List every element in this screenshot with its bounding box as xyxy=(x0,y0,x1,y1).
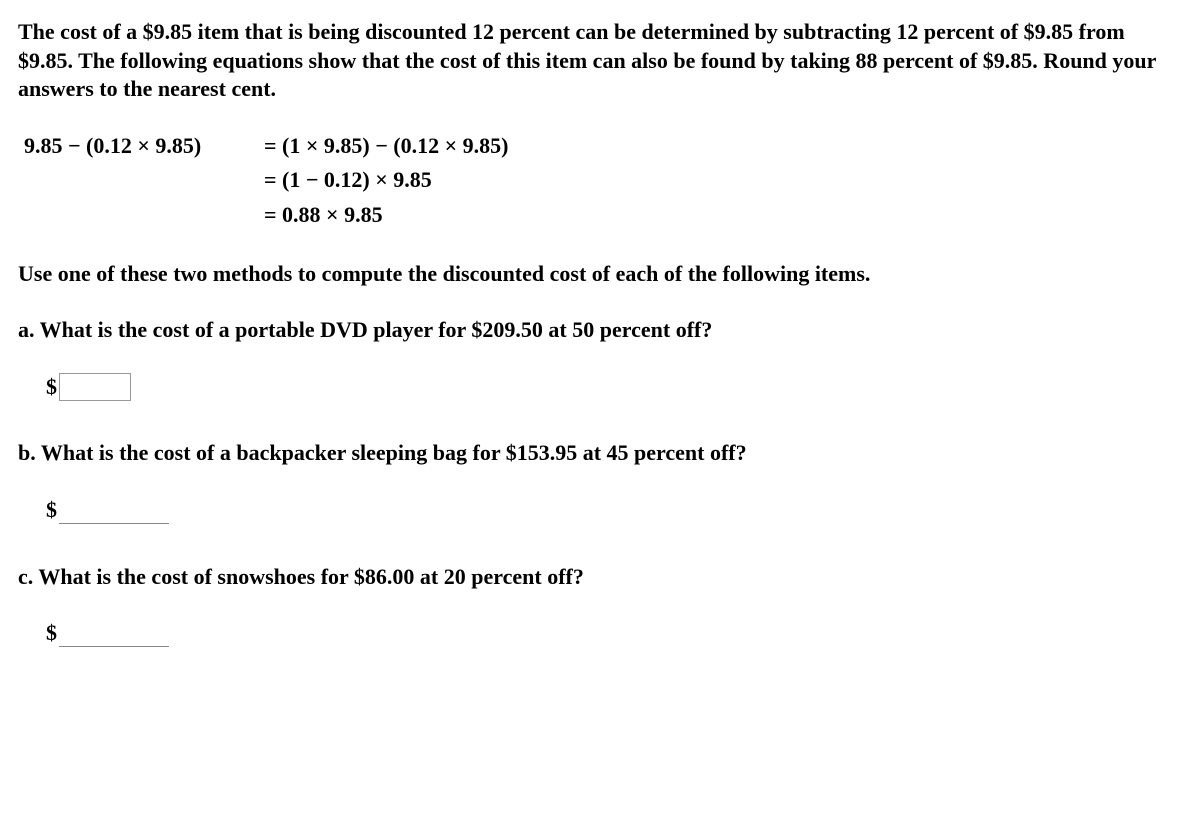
equation-line-1: 9.85 − (0.12 × 9.85) = (1 × 9.85) − (0.1… xyxy=(24,132,1182,161)
question-c-text: c. What is the cost of snowshoes for $86… xyxy=(18,563,1182,592)
answer-row-a: $ xyxy=(46,373,1182,402)
eq-rhs-1: = (1 × 9.85) − (0.12 × 9.85) xyxy=(264,132,508,161)
eq-lhs: 9.85 − (0.12 × 9.85) xyxy=(24,132,264,161)
equation-derivation: 9.85 − (0.12 × 9.85) = (1 × 9.85) − (0.1… xyxy=(24,132,1182,230)
currency-symbol-a: $ xyxy=(46,373,57,402)
equation-line-2: = (1 − 0.12) × 9.85 xyxy=(24,166,1182,195)
equation-line-3: = 0.88 × 9.85 xyxy=(24,201,1182,230)
method-instruction: Use one of these two methods to compute … xyxy=(18,260,1182,289)
currency-symbol-b: $ xyxy=(46,496,57,525)
answer-input-c[interactable] xyxy=(59,619,169,647)
answer-row-b: $ xyxy=(46,496,1182,525)
question-b-text: b. What is the cost of a backpacker slee… xyxy=(18,439,1182,468)
eq-rhs-2: = (1 − 0.12) × 9.85 xyxy=(264,166,432,195)
currency-symbol-c: $ xyxy=(46,619,57,648)
answer-input-b[interactable] xyxy=(59,496,169,524)
question-a-text: a. What is the cost of a portable DVD pl… xyxy=(18,316,1182,345)
answer-row-c: $ xyxy=(46,619,1182,648)
answer-input-a[interactable] xyxy=(59,373,131,401)
problem-intro: The cost of a $9.85 item that is being d… xyxy=(18,18,1182,104)
eq-rhs-3: = 0.88 × 9.85 xyxy=(264,201,383,230)
